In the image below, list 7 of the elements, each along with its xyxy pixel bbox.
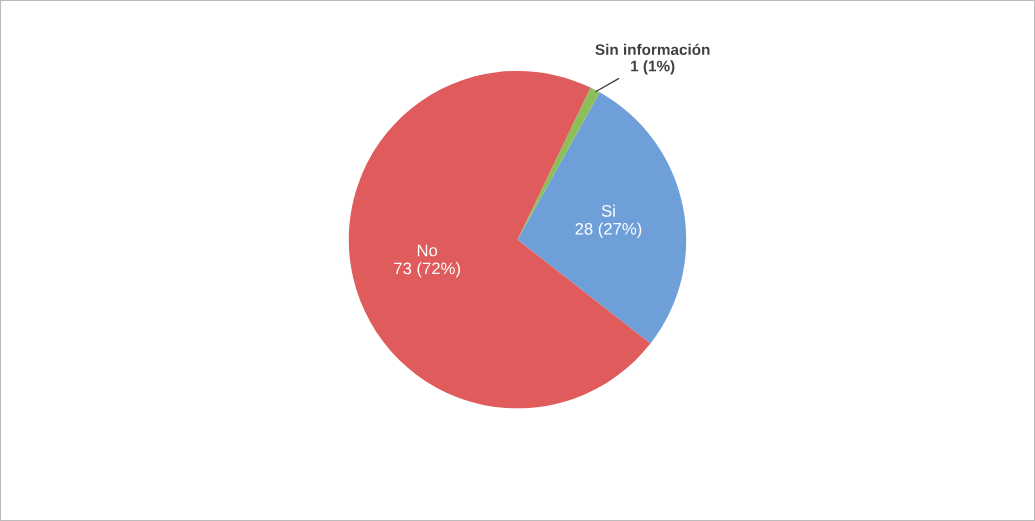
data-label: 28 (27%) [575,222,642,239]
slice-label: Si [601,204,615,217]
data-label: 1 (1%) [631,60,675,75]
slice-label: No [417,244,438,257]
pie-slice [517,92,687,344]
data-label: 73 (72%) [394,262,460,278]
slice-label: Sin información [595,43,710,56]
